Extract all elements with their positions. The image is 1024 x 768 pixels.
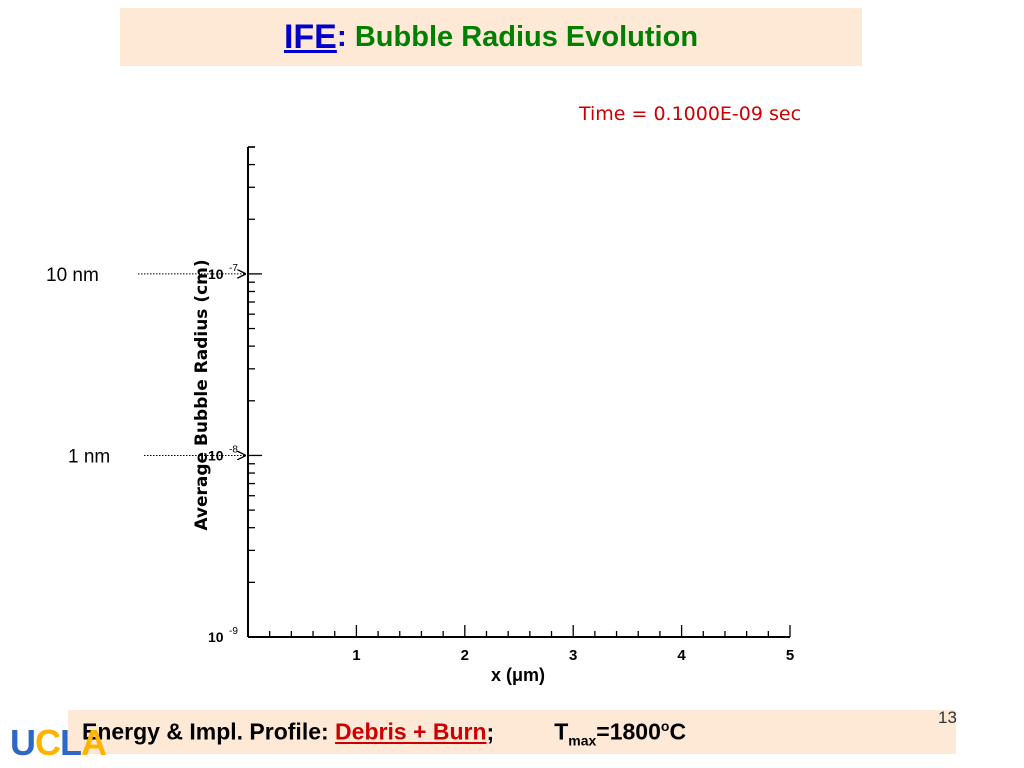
x-tick-label: 2 [461,647,469,664]
page-number: 13 [938,708,957,727]
footer-box [68,710,956,754]
slide-title: IFE : Bubble Radius Evolution [120,8,862,66]
plot-area: 1 2 3 4 5 10 -9 10 -8 10 -7 10 nm 1 nm [46,146,794,664]
y-tick-label: 10 [208,629,224,645]
bubble-radius-chart: Time = 0.1000E-09 sec Average Bubble Rad… [46,103,801,685]
chart-title: Time = 0.1000E-09 sec [578,103,801,125]
x-tick-label: 4 [677,647,686,664]
footer-link[interactable]: Debris + Burn [335,718,487,745]
tmax-t: T [554,718,569,745]
tmax-sub: max [568,732,597,749]
footer-text: Energy & Impl. Profile: Debris + Burn; Tm… [82,718,686,748]
y-tick-label: 10 [208,266,224,282]
annotation-label: 1 nm [68,446,110,467]
footer-label: Energy & Impl. Profile: [82,718,336,745]
y-tick-exponent: -9 [229,626,238,637]
annotation-label: 10 nm [46,265,99,286]
y-tick-label: 10 [208,447,224,463]
footer-separator: ; [486,718,495,745]
x-tick-label: 5 [786,647,794,664]
ucla-logo: UCLA [10,722,107,763]
title-ife: IFE [283,17,337,56]
y-tick-exponent: -8 [229,444,238,455]
title-colon: : [336,20,347,53]
x-axis-label: x (μm) [491,665,545,685]
x-tick-label: 1 [352,647,360,664]
y-tick-exponent: -7 [229,263,238,274]
x-tick-label: 3 [569,647,577,664]
tmax-unit: C [669,718,687,745]
tmax-eq: =1800 [596,718,661,745]
y-axis-label: Average Bubble Radius (cm) [192,259,212,530]
tmax-sup: o [660,718,670,734]
title-main: Bubble Radius Evolution [354,20,699,53]
